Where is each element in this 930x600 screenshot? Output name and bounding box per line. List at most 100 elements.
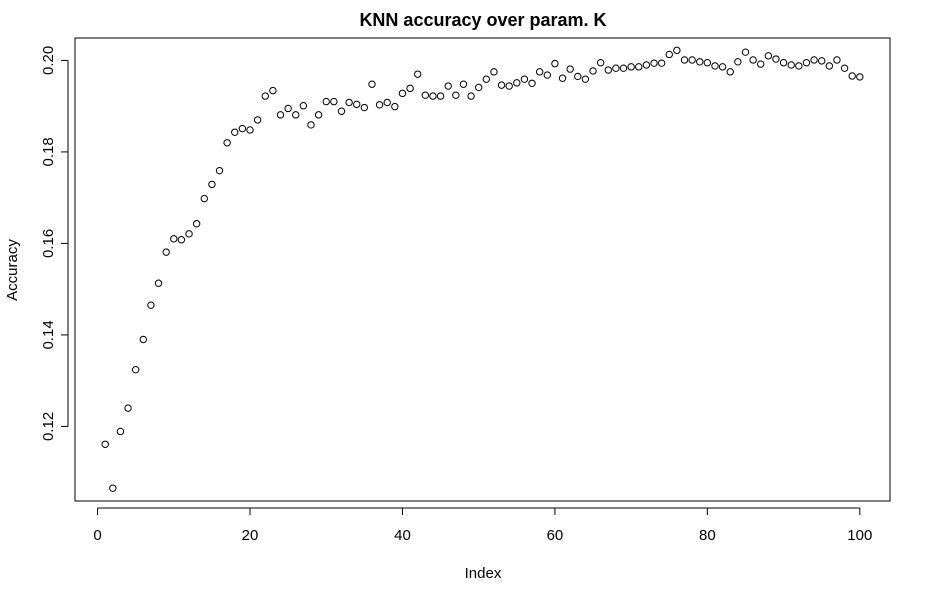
data-point (215, 166, 224, 175)
data-point (749, 56, 757, 64)
data-point (223, 139, 231, 147)
x-tick-label: 100 (847, 527, 872, 544)
data-point (246, 126, 254, 134)
data-point (131, 365, 140, 374)
data-point (642, 61, 651, 69)
data-point (848, 72, 856, 80)
data-point (368, 80, 376, 88)
data-point (604, 66, 612, 74)
data-point (124, 404, 132, 412)
data-point (574, 72, 582, 81)
data-point (345, 98, 353, 107)
data-point (139, 335, 147, 344)
data-point (696, 58, 704, 66)
data-point (116, 427, 125, 436)
data-point (810, 56, 818, 64)
data-point (299, 102, 308, 110)
data-point (444, 82, 452, 90)
data-point (269, 86, 277, 95)
data-point (375, 101, 384, 109)
data-points (101, 46, 864, 492)
data-point (680, 56, 689, 64)
data-point (231, 128, 239, 136)
chart-title: KNN accuracy over param. K (359, 10, 606, 30)
data-point (208, 180, 216, 189)
data-point (566, 65, 574, 73)
data-point (177, 236, 186, 244)
data-point (757, 60, 765, 68)
data-point (322, 97, 330, 106)
x-tick-label: 0 (93, 527, 101, 544)
data-point (513, 79, 521, 87)
x-axis-label: Index (465, 565, 502, 582)
data-point (284, 104, 292, 113)
data-point (414, 70, 422, 78)
data-point (353, 100, 361, 109)
data-point (421, 91, 430, 99)
data-point (612, 64, 620, 72)
data-point (238, 124, 247, 133)
data-point (650, 59, 658, 67)
data-point (543, 71, 551, 79)
data-point (307, 121, 315, 129)
data-point (726, 68, 734, 76)
data-point (581, 75, 590, 83)
x-axis: 0 20 40 60 80 100 (93, 507, 872, 544)
data-point (162, 248, 170, 256)
data-point (276, 111, 285, 119)
data-point (627, 63, 635, 71)
data-point (490, 68, 498, 76)
data-point (314, 111, 323, 119)
data-point (429, 92, 437, 100)
data-point (741, 48, 750, 56)
data-point (665, 50, 673, 59)
data-point (840, 64, 849, 72)
data-point (253, 116, 262, 124)
y-tick-label: 0.18 (40, 137, 57, 166)
y-axis: 0.12 0.14 0.16 0.18 0.20 (40, 46, 69, 441)
data-point (520, 75, 529, 83)
y-axis-label: Accuracy (4, 239, 21, 301)
data-point (436, 92, 445, 100)
data-point (711, 62, 719, 70)
data-point (467, 92, 475, 100)
data-point (551, 59, 559, 68)
data-point (635, 63, 643, 71)
data-point (825, 62, 834, 70)
data-point (657, 59, 666, 67)
data-point (528, 79, 536, 87)
data-point (452, 91, 460, 99)
data-point (360, 103, 369, 112)
data-point (185, 230, 193, 238)
data-point (101, 440, 109, 448)
data-point (459, 80, 468, 88)
x-tick-label: 40 (394, 527, 411, 544)
y-tick-label: 0.14 (40, 320, 57, 349)
data-point (589, 67, 597, 75)
data-point (596, 59, 605, 67)
data-point (261, 92, 269, 100)
data-point (856, 73, 864, 81)
data-point (764, 52, 773, 60)
data-point (398, 89, 407, 98)
y-tick-label: 0.16 (40, 229, 57, 258)
data-point (818, 57, 826, 65)
data-point (703, 59, 712, 67)
data-point (474, 83, 483, 92)
data-point (718, 63, 727, 71)
data-point (505, 82, 513, 90)
data-point (337, 107, 346, 115)
data-point (833, 56, 841, 64)
data-point (109, 484, 117, 492)
data-point (734, 58, 742, 66)
data-point (154, 279, 163, 287)
data-point (795, 62, 803, 70)
data-point (787, 61, 795, 69)
data-point (772, 55, 780, 63)
y-tick-label: 0.12 (40, 412, 57, 441)
data-point (558, 74, 567, 82)
x-tick-label: 60 (547, 527, 564, 544)
data-point (391, 102, 399, 111)
